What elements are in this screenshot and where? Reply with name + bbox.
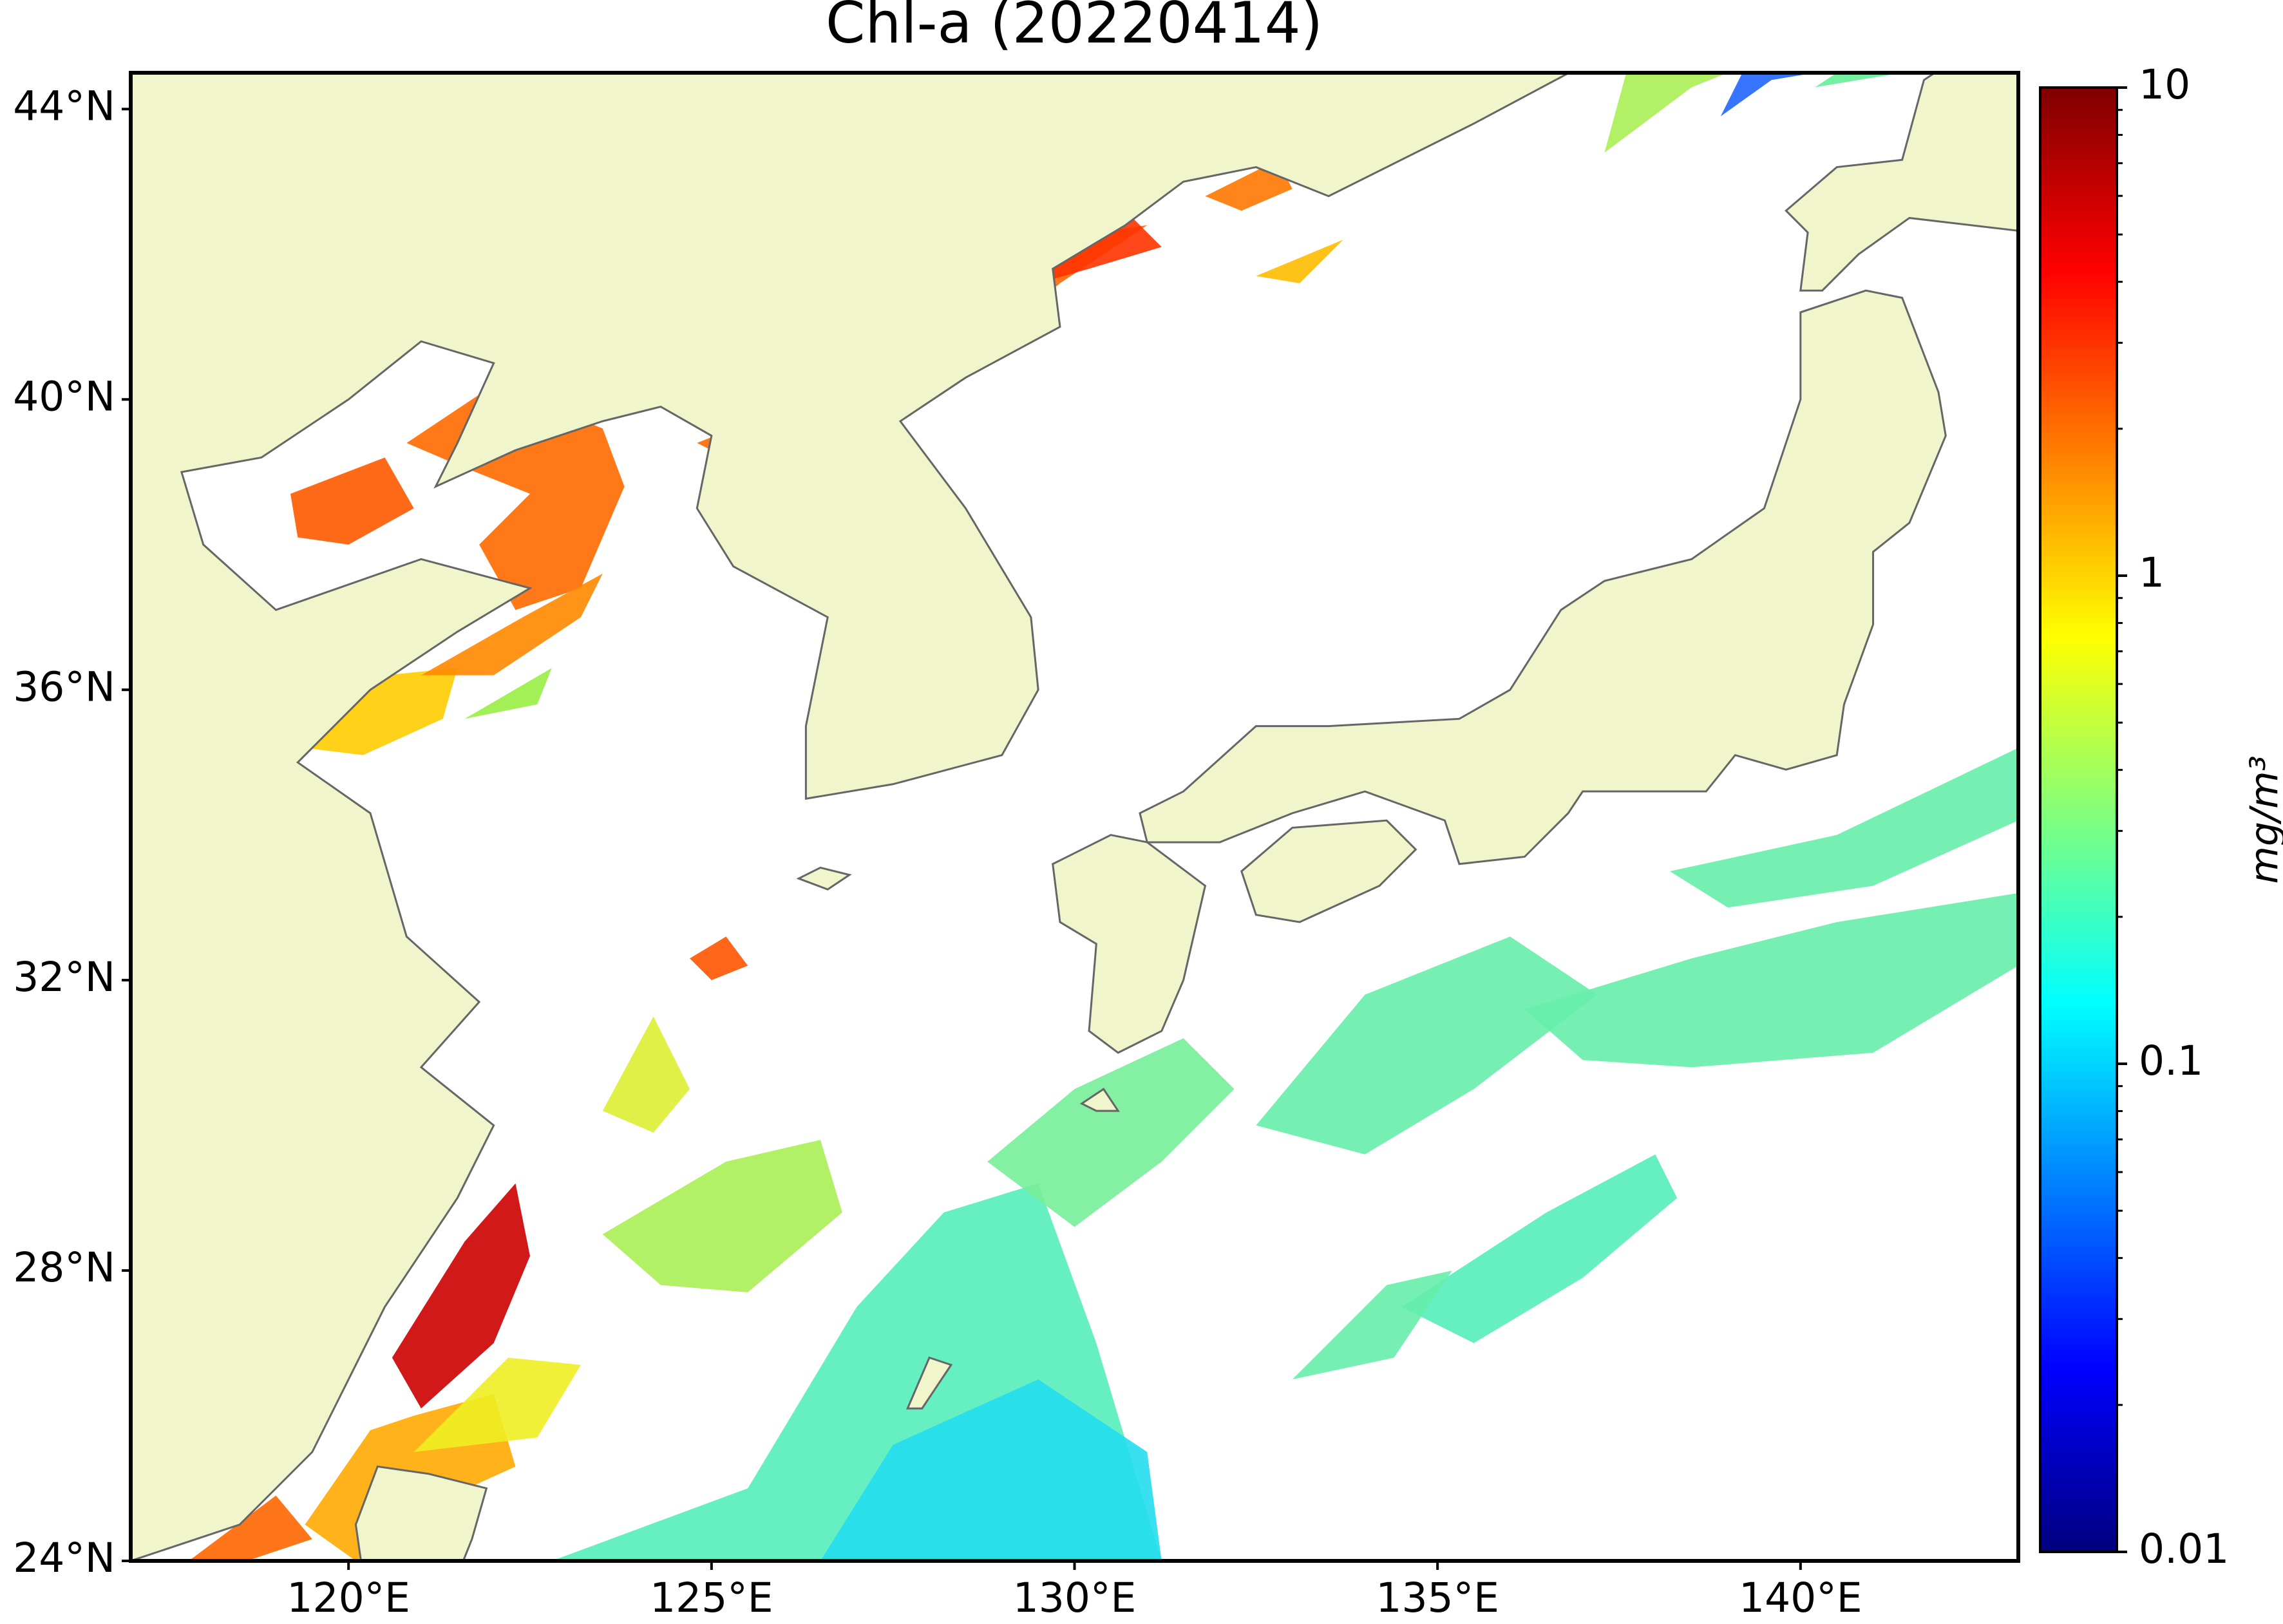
chl-patch [1815, 73, 1902, 88]
y-tick-label: 40°N [13, 373, 115, 420]
chl-patch [1256, 936, 1598, 1155]
y-tick-label: 32°N [13, 954, 115, 1001]
chl-patch [1256, 240, 1343, 283]
land [1139, 289, 1947, 865]
chl-patch [305, 668, 458, 755]
chl-patch [602, 1016, 690, 1133]
colorbar-tick-label: 1 [2139, 549, 2165, 596]
x-tick-label: 125°E [650, 1574, 773, 1621]
y-tick-label: 36°N [13, 663, 115, 710]
land [131, 73, 1571, 1561]
colorbar-label: mg/m³ [2242, 755, 2283, 883]
y-tick-label: 24°N [13, 1534, 115, 1582]
map-layer [131, 73, 2018, 1561]
land [1052, 834, 1207, 1054]
colorbar-tick-label: 0.01 [2139, 1525, 2229, 1572]
chl-patch [421, 573, 603, 675]
x-tick-label: 130°E [1013, 1574, 1137, 1621]
x-tick-label: 120°E [287, 1574, 410, 1621]
chl-patch [1669, 748, 2018, 908]
chl-patch [690, 936, 748, 981]
chl-patch [1401, 1154, 1678, 1343]
land [1079, 1088, 1120, 1112]
y-tick-label: 44°N [13, 82, 115, 129]
colorbar-tick-label: 0.1 [2139, 1037, 2203, 1084]
chl-patch [1524, 892, 2018, 1068]
chl-patch [1292, 1270, 1452, 1380]
colorbar [2039, 86, 2118, 1553]
chl-patch [413, 1357, 581, 1452]
y-tick-label: 28°N [13, 1244, 115, 1291]
land [1240, 819, 1417, 923]
chart-title: Chl-a (20220414) [826, 0, 1323, 56]
land [905, 1356, 953, 1410]
chl-patch [290, 457, 414, 545]
x-tick-label: 140°E [1739, 1574, 1862, 1621]
land [796, 866, 852, 891]
x-tick-label: 135°E [1376, 1574, 1499, 1621]
chl-patch [1604, 73, 1729, 153]
chl-patch [820, 1379, 1162, 1561]
chl-patch [189, 1495, 312, 1561]
land [354, 1465, 488, 1561]
chl-patch [464, 668, 552, 719]
colorbar-tick-label: 10 [2139, 61, 2190, 108]
chl-patch [1720, 73, 1815, 117]
land [1785, 73, 2018, 292]
chl-patch [602, 1140, 842, 1292]
chl-patch [987, 1038, 1235, 1227]
chl-patch [392, 1183, 531, 1409]
